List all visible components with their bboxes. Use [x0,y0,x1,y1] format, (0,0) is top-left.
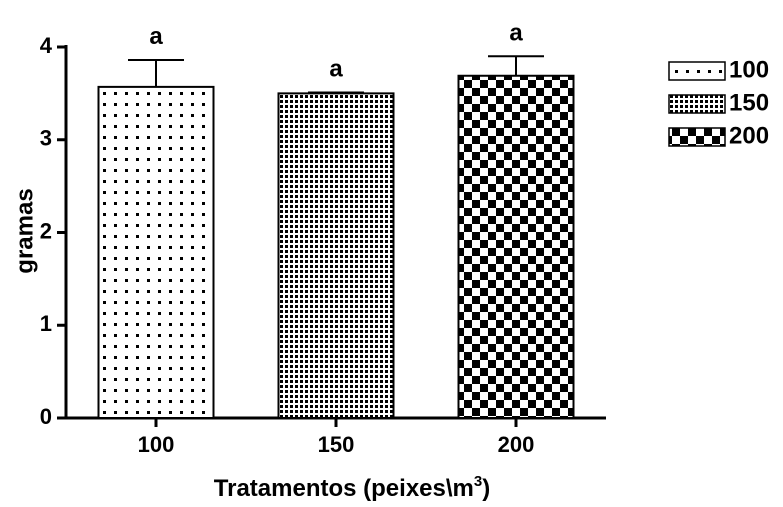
x-axis-title: Tratamentos (peixes\m3) [214,473,490,502]
significance-letters: a a a [149,19,523,82]
significance-label: a [149,23,163,50]
x-axis-title-main: Tratamentos (peixes\m [214,475,474,502]
y-tick-label: 0 [40,404,52,429]
legend-label: 200 [729,122,769,149]
bars [97,74,575,419]
y-tick-label: 3 [40,126,52,151]
legend-swatch-200 [668,127,726,147]
x-axis-title-suffix: ) [482,475,490,502]
bar-100 [97,85,215,419]
bar-200 [457,74,575,419]
plot-area: 0 1 2 3 4 100 150 200 a a a [40,19,606,457]
legend-label: 150 [729,89,769,116]
legend-swatch-100 [668,61,726,81]
y-tick-label: 4 [40,33,53,58]
significance-label: a [509,19,523,46]
y-axis-title: gramas [11,188,38,273]
x-tick-label: 200 [498,432,535,457]
significance-label: a [329,55,343,82]
x-tick-label: 100 [138,432,175,457]
error-bars [128,55,544,94]
x-tick-label: 150 [318,432,355,457]
legend-swatch-150 [668,94,726,114]
y-axis-ticks: 0 1 2 3 4 [40,33,66,429]
y-tick-label: 1 [40,311,52,336]
bar-150 [277,92,395,419]
x-axis-title-superscript: 3 [474,473,482,490]
legend: 100 150 200 [668,56,769,149]
y-tick-label: 2 [40,218,52,243]
legend-label: 100 [729,56,769,83]
x-axis-ticks: 100 150 200 [138,418,535,457]
